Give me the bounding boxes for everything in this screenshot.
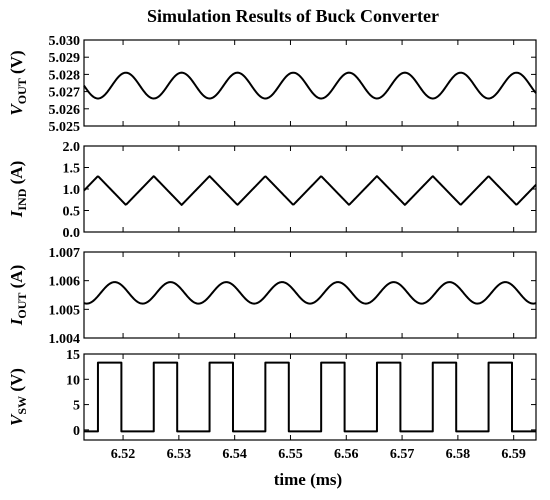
- x-tick-label: 6.58: [446, 447, 471, 462]
- y-tick-label: 5: [73, 399, 80, 414]
- y-tick-label: 5.030: [49, 34, 81, 49]
- chart-title: Simulation Results of Buck Converter: [147, 6, 439, 26]
- y-tick-label: 0: [73, 424, 80, 439]
- x-tick-label: 6.59: [501, 447, 526, 462]
- y-axis-label-subscript: SW: [15, 396, 29, 415]
- y-axis-label-unit: (V): [7, 50, 26, 78]
- chart-panel: 15 10 5 0 6.52 6.53 6.54 6.55 6.56 6.57 6.58 6.59 VS…: [7, 348, 537, 462]
- y-axis-label-unit: (V): [7, 368, 26, 396]
- y-tick-label: 1.5: [63, 162, 81, 177]
- y-axis-label-symbol: I: [7, 317, 26, 326]
- x-tick-label: 6.53: [167, 447, 192, 462]
- y-axis-label-symbol: V: [7, 413, 26, 426]
- x-tick-label: 6.54: [222, 447, 247, 462]
- x-tick-label: 6.55: [278, 447, 303, 462]
- y-tick-label: 5.029: [49, 51, 81, 66]
- series-line: [84, 361, 536, 433]
- y-tick-label: 1.006: [49, 275, 81, 290]
- x-tick-label: 6.57: [390, 447, 415, 462]
- y-tick-label: 5.028: [49, 68, 81, 83]
- y-tick-label: 15: [66, 348, 80, 363]
- y-tick-label: 1.004: [49, 332, 81, 347]
- y-tick-label: 1.007: [49, 246, 81, 261]
- y-axis-label: IOUT (A): [7, 265, 29, 327]
- y-axis-label-unit: (A): [7, 265, 26, 293]
- plot-frame: [83, 251, 537, 339]
- y-tick-label: 10: [66, 373, 80, 388]
- plot-frame: [83, 353, 537, 441]
- chart-panel: 2.0 1.5 1.0 0.5 0.0 IIND (A): [7, 140, 537, 241]
- plot-frame: [83, 39, 537, 127]
- y-tick-label: 0.0: [63, 226, 81, 241]
- y-axis-label-symbol: V: [7, 103, 26, 116]
- y-tick-label: 5.025: [49, 120, 81, 135]
- y-axis-label-symbol: I: [7, 209, 26, 218]
- y-axis-label-subscript: OUT: [15, 293, 29, 319]
- y-axis-label: VSW (V): [7, 368, 29, 426]
- y-axis-label: VOUT (V): [7, 50, 29, 115]
- y-tick-label: 0.5: [63, 205, 81, 220]
- x-axis-label: time (ms): [274, 470, 342, 489]
- x-tick-label: 6.52: [111, 447, 136, 462]
- chart-panel: 1.007 1.006 1.005 1.004 IOUT (A): [7, 246, 537, 347]
- series-line: [83, 71, 537, 100]
- y-tick-label: 1.005: [49, 303, 81, 318]
- y-axis-label-subscript: OUT: [15, 78, 29, 104]
- y-axis-label: IIND (A): [7, 161, 29, 219]
- y-tick-label: 1.0: [63, 183, 81, 198]
- y-tick-label: 5.027: [49, 86, 81, 101]
- y-axis-label-unit: (A): [7, 161, 26, 189]
- y-axis-label-subscript: IND: [15, 188, 29, 210]
- series-line: [83, 281, 537, 305]
- series-line: [83, 175, 537, 206]
- chart-panel: 5.030 5.029 5.028 5.027 5.026 5.025 VOUT (V): [7, 34, 537, 135]
- x-tick-label: 6.56: [334, 447, 359, 462]
- y-tick-label: 5.026: [49, 103, 81, 118]
- y-tick-label: 2.0: [63, 140, 81, 155]
